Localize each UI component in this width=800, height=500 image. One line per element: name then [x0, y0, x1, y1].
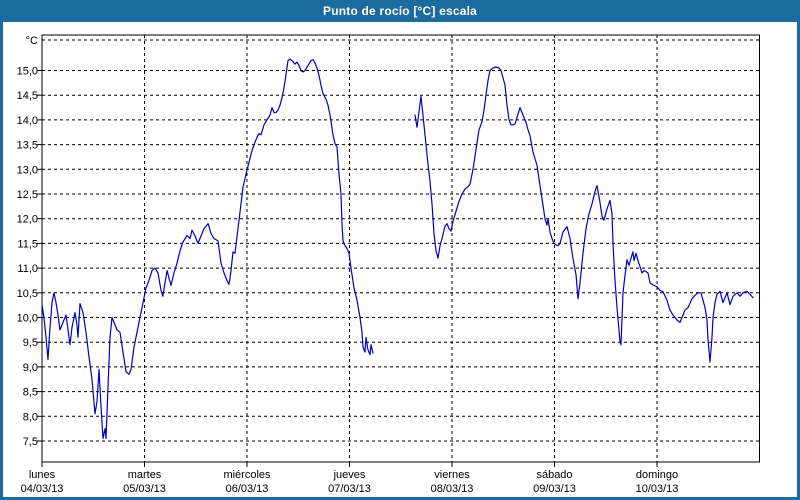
day-date-label: 05/03/13	[123, 483, 166, 495]
day-name-label: domingo	[636, 469, 678, 481]
y-tick-label: 12,0	[17, 214, 38, 226]
y-tick-label: 13,0	[17, 164, 38, 176]
y-tick-label: 11,0	[17, 263, 38, 275]
chart-canvas	[3, 22, 797, 497]
day-date-label: 09/03/13	[533, 483, 576, 495]
title-bar[interactable]: Punto de rocío [°C] escala	[0, 0, 800, 22]
y-tick-label: 12,5	[17, 189, 38, 201]
day-date-label: 04/03/13	[21, 483, 64, 495]
y-tick-label: 10,5	[17, 288, 38, 300]
day-name-label: miércoles	[223, 469, 271, 481]
y-tick-label: 13,5	[17, 140, 38, 152]
day-name-label: jueves	[333, 469, 366, 481]
day-name-label: sábado	[536, 469, 572, 481]
y-axis-unit-label: °C	[26, 35, 38, 47]
y-tick-label: 14,0	[17, 115, 38, 127]
y-tick-label: 10,0	[17, 313, 38, 325]
plot-border	[41, 34, 760, 463]
day-date-label: 10/03/13	[636, 483, 679, 495]
y-tick-label: 11,5	[17, 238, 38, 250]
y-tick-label: 14,5	[17, 90, 38, 102]
dew-point-line	[414, 66, 754, 363]
day-date-label: 06/03/13	[226, 483, 269, 495]
day-date-label: 08/03/13	[431, 483, 474, 495]
day-name-label: martes	[128, 469, 162, 481]
y-tick-label: 15,0	[17, 66, 38, 78]
y-tick-label: 8,0	[23, 411, 38, 423]
y-tick-label: 8,5	[23, 387, 38, 399]
dew-point-line	[41, 58, 374, 440]
day-name-label: viernes	[434, 469, 470, 481]
y-tick-label: 9,5	[23, 337, 38, 349]
y-tick-label: 9,0	[23, 362, 38, 374]
day-date-label: 07/03/13	[328, 483, 371, 495]
y-tick-label: 7,5	[23, 436, 38, 448]
window-title: Punto de rocío [°C] escala	[322, 4, 478, 18]
day-name-label: lunes	[29, 469, 56, 481]
